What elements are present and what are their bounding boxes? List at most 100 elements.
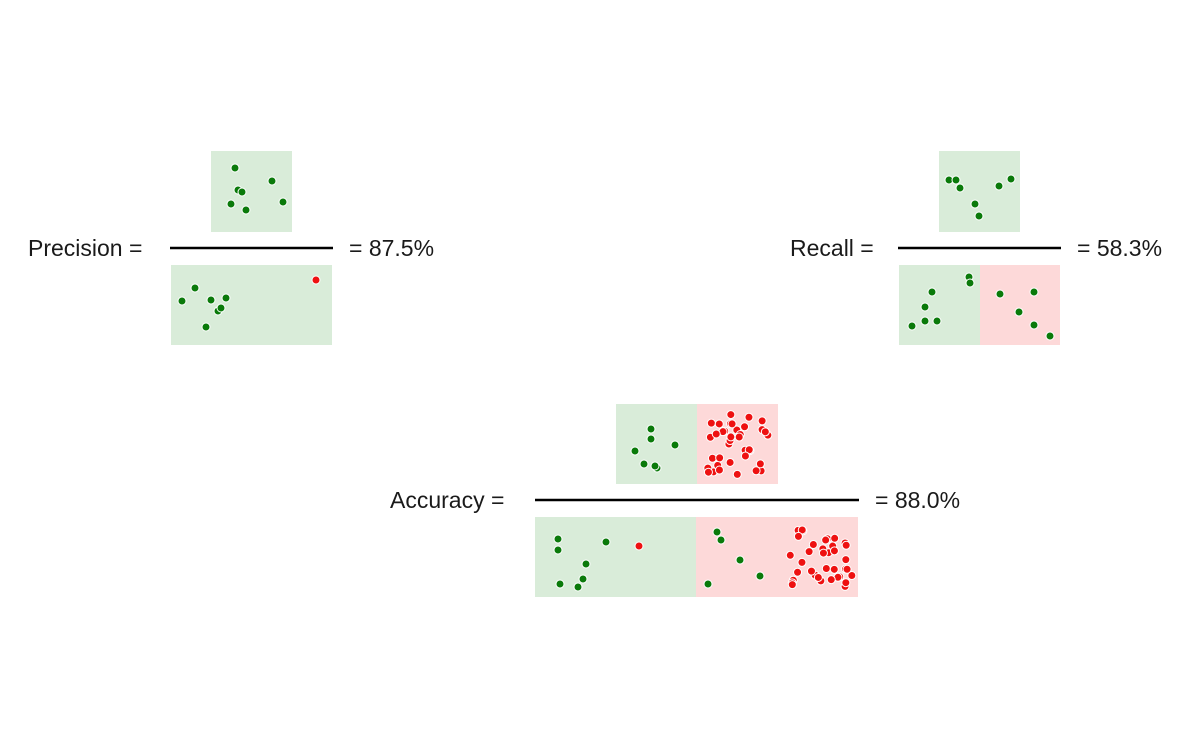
accuracy-denominator-dot bbox=[553, 534, 563, 544]
accuracy-numerator-dot bbox=[714, 465, 724, 475]
accuracy-numerator-dot bbox=[646, 424, 656, 434]
accuracy-denominator-dot bbox=[829, 546, 839, 556]
precision-numerator-dot bbox=[237, 187, 247, 197]
precision-result: = 87.5% bbox=[349, 235, 435, 261]
accuracy-denominator-dot bbox=[553, 545, 563, 555]
recall-numerator-dot bbox=[951, 175, 961, 185]
recall-denominator-dot bbox=[920, 302, 930, 312]
accuracy-numerator-dot bbox=[646, 434, 656, 444]
precision-numerator-dot bbox=[230, 163, 240, 173]
recall-numerator-dot bbox=[955, 183, 965, 193]
accuracy-denominator-dot bbox=[787, 580, 797, 590]
recall-denominator-dot bbox=[1045, 331, 1055, 341]
recall-formula bbox=[898, 151, 1061, 345]
accuracy-numerator-dot bbox=[755, 459, 765, 469]
recall-denominator-dot bbox=[932, 316, 942, 326]
accuracy-denominator-dot bbox=[555, 579, 565, 589]
accuracy-denominator-dot bbox=[841, 555, 851, 565]
accuracy-numerator-dot bbox=[757, 416, 767, 426]
precision-numerator-dots bbox=[226, 163, 288, 215]
accuracy-denominator-dot bbox=[581, 559, 591, 569]
accuracy-denominator-dot bbox=[821, 563, 831, 573]
accuracy-denominator-dot bbox=[847, 571, 857, 581]
accuracy-denominator-dots bbox=[553, 525, 857, 592]
recall-denominator-dot bbox=[1014, 307, 1024, 317]
precision-numerator-dot bbox=[278, 197, 288, 207]
accuracy-denominator-dot bbox=[601, 537, 611, 547]
accuracy-numerator-dot bbox=[725, 457, 735, 467]
accuracy-numerator-dot bbox=[740, 422, 750, 432]
accuracy-numerator-dot bbox=[639, 459, 649, 469]
accuracy-denominator-dot bbox=[806, 566, 816, 576]
precision-denominator-dot bbox=[311, 275, 321, 285]
accuracy-denominator-dot bbox=[703, 579, 713, 589]
accuracy-denominator-dot bbox=[755, 571, 765, 581]
accuracy-denominator-dot bbox=[841, 540, 851, 550]
accuracy-numerator-dot bbox=[715, 453, 725, 463]
recall-denominator-false-box bbox=[980, 265, 1060, 345]
accuracy-numerator-dot bbox=[760, 427, 770, 437]
accuracy-denominator-dot bbox=[841, 578, 851, 588]
precision-label: Precision = bbox=[28, 235, 143, 261]
accuracy-denominator-dot bbox=[785, 550, 795, 560]
accuracy-denominator-dot bbox=[797, 557, 807, 567]
precision-denominator-box bbox=[171, 265, 332, 345]
precision-numerator-dot bbox=[241, 205, 251, 215]
accuracy-denominator-dot bbox=[804, 547, 814, 557]
recall-denominator-dot bbox=[920, 316, 930, 326]
accuracy-numerator-dot bbox=[751, 466, 761, 476]
accuracy-numerator-dot bbox=[714, 419, 724, 429]
recall-numerator-dot bbox=[974, 211, 984, 221]
precision-denominator-dots bbox=[177, 275, 321, 332]
accuracy-denominator-dot bbox=[712, 527, 722, 537]
accuracy-denominator-dot bbox=[842, 564, 852, 574]
accuracy-numerator-dot bbox=[726, 432, 736, 442]
accuracy-denominator-dot bbox=[573, 582, 583, 592]
accuracy-denominator-dot bbox=[634, 541, 644, 551]
recall-denominator-dot bbox=[927, 287, 937, 297]
accuracy-denominator-dot bbox=[826, 575, 836, 585]
accuracy-numerator-dot bbox=[732, 469, 742, 479]
recall-denominator-dot bbox=[1029, 287, 1039, 297]
accuracy-denominator-dot bbox=[797, 525, 807, 535]
precision-denominator-dot bbox=[206, 295, 216, 305]
accuracy-numerator-dot bbox=[726, 410, 736, 420]
accuracy-numerator-dot bbox=[744, 412, 754, 422]
accuracy-numerator-dot bbox=[740, 451, 750, 461]
precision-denominator-dot bbox=[221, 293, 231, 303]
accuracy-denominator-dot bbox=[818, 548, 828, 558]
accuracy-denominator-dot bbox=[808, 539, 818, 549]
precision-numerator-dot bbox=[226, 199, 236, 209]
precision-denominator-dot bbox=[177, 296, 187, 306]
accuracy-numerator-dot bbox=[630, 446, 640, 456]
accuracy-result: = 88.0% bbox=[875, 487, 961, 513]
recall-denominator-dot bbox=[995, 289, 1005, 299]
accuracy-numerator-dot bbox=[727, 419, 737, 429]
accuracy-numerator-dots bbox=[630, 410, 773, 479]
recall-denominator-dot bbox=[907, 321, 917, 331]
accuracy-numerator-dot bbox=[706, 418, 716, 428]
recall-numerator-dot bbox=[970, 199, 980, 209]
accuracy-numerator-dot bbox=[703, 467, 713, 477]
recall-numerator-dot bbox=[994, 181, 1004, 191]
accuracy-formula bbox=[535, 404, 859, 597]
accuracy-denominator-dot bbox=[813, 572, 823, 582]
accuracy-denominator-dot bbox=[793, 531, 803, 541]
accuracy-denominator-dot bbox=[830, 533, 840, 543]
recall-numerator-dot bbox=[1006, 174, 1016, 184]
accuracy-numerator-dot bbox=[734, 432, 744, 442]
precision-numerator-box bbox=[211, 151, 292, 232]
recall-result: = 58.3% bbox=[1077, 235, 1163, 261]
precision-denominator-dot bbox=[201, 322, 211, 332]
accuracy-denominator-dot bbox=[716, 535, 726, 545]
precision-formula bbox=[170, 151, 333, 345]
precision-denominator-dot bbox=[190, 283, 200, 293]
accuracy-denominator-dot bbox=[829, 564, 839, 574]
accuracy-denominator-dot bbox=[578, 574, 588, 584]
recall-label: Recall = bbox=[790, 235, 874, 261]
accuracy-denominator-dot bbox=[735, 555, 745, 565]
accuracy-label: Accuracy = bbox=[390, 487, 505, 513]
recall-denominator-dot bbox=[1029, 320, 1039, 330]
accuracy-numerator-dot bbox=[711, 429, 721, 439]
